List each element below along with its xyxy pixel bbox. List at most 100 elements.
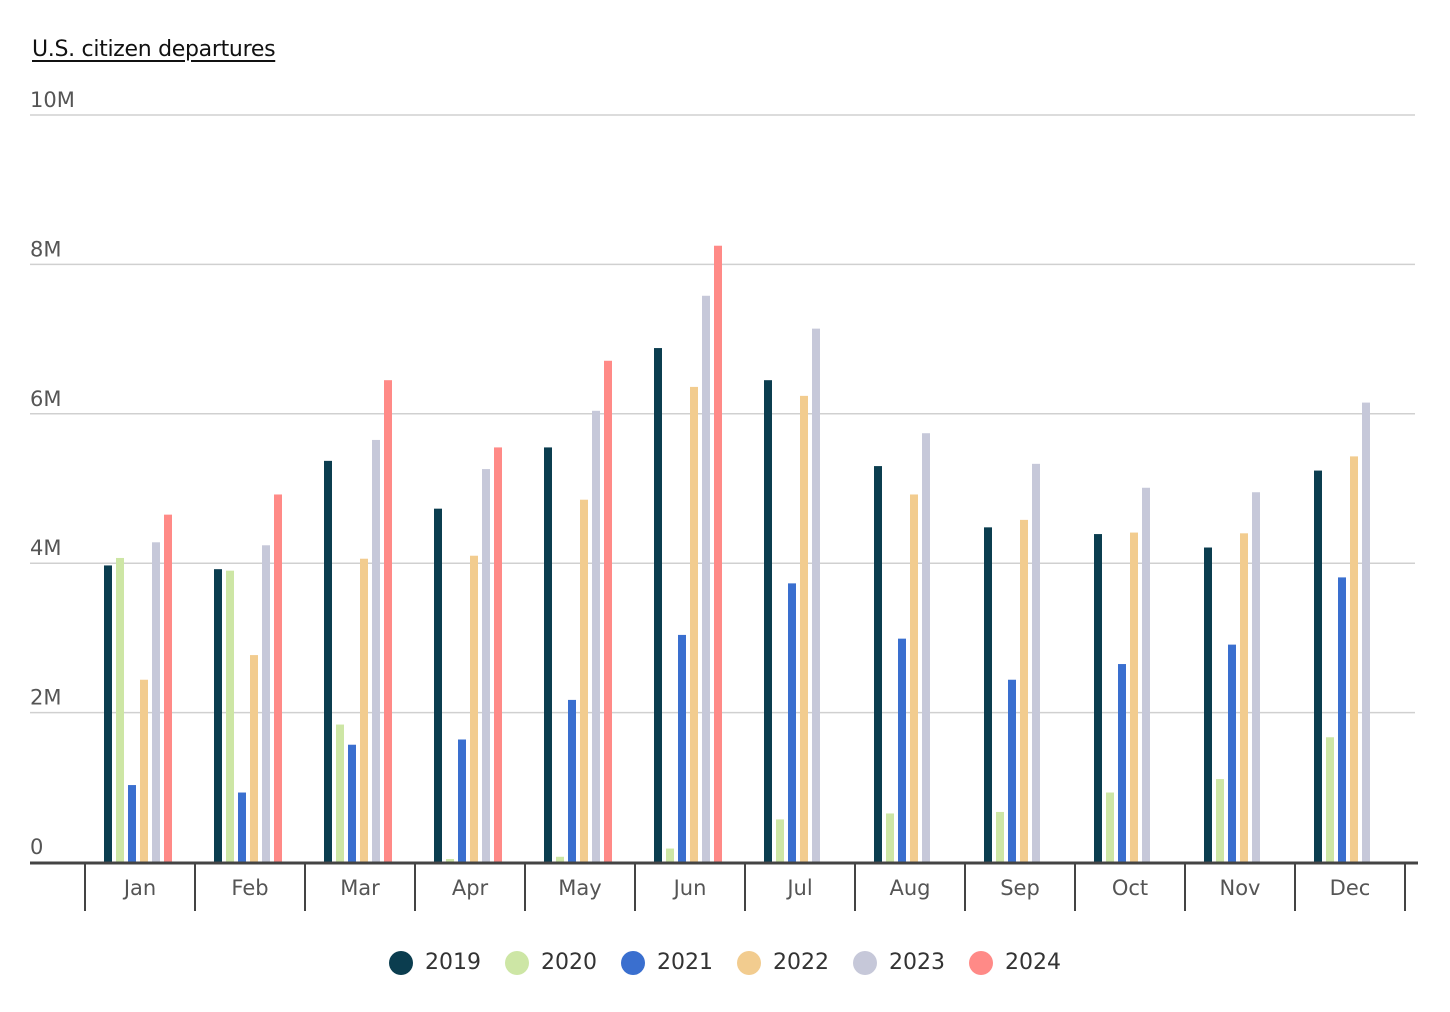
y-tick-label: 4M	[30, 536, 61, 560]
bar-2020-mar	[336, 724, 344, 862]
bar-2023-jan	[152, 542, 160, 862]
bar-2019-may	[544, 447, 552, 862]
bar-2020-nov	[1216, 779, 1224, 862]
x-tick-label: Nov	[1220, 876, 1261, 900]
bar-2019-jan	[104, 565, 112, 862]
legend-swatch	[737, 950, 761, 975]
bar-2021-dec	[1338, 577, 1346, 862]
bar-2019-aug	[874, 466, 882, 862]
bar-2020-apr	[446, 859, 454, 862]
legend-label: 2024	[1005, 950, 1061, 975]
bar-2019-sep	[984, 527, 992, 862]
bar-2019-feb	[214, 569, 222, 862]
bar-2022-oct	[1130, 532, 1138, 862]
bar-2021-mar	[348, 744, 356, 862]
legend-item-2022: 2022	[737, 950, 829, 975]
legend-swatch	[389, 950, 413, 975]
x-tick-label: Aug	[889, 876, 930, 900]
bar-2024-jan	[164, 514, 172, 862]
bar-2022-mar	[360, 558, 368, 862]
bar-2020-oct	[1106, 792, 1114, 862]
legend-label: 2022	[773, 950, 829, 975]
legend-label: 2020	[541, 950, 597, 975]
x-tick-label: Jan	[122, 876, 156, 900]
y-tick-label: 0	[30, 835, 43, 859]
bar-2024-feb	[274, 494, 282, 862]
x-tick-label: Jul	[785, 876, 812, 900]
y-tick-label: 8M	[30, 237, 61, 261]
bar-2019-jun	[654, 348, 662, 863]
legend-label: 2023	[889, 950, 945, 975]
bar-2023-mar	[372, 439, 380, 862]
x-axis	[30, 861, 1418, 911]
bar-2021-may	[568, 699, 576, 862]
bar-2024-jun	[714, 245, 722, 863]
legend-swatch	[853, 950, 877, 975]
bar-2023-jun	[702, 295, 710, 862]
bar-2024-mar	[384, 380, 392, 862]
bar-2022-dec	[1350, 456, 1358, 862]
bar-2022-sep	[1020, 519, 1028, 862]
bar-2022-nov	[1240, 533, 1248, 862]
bar-2022-apr	[470, 555, 478, 862]
bar-2024-may	[604, 360, 612, 862]
bar-2021-apr	[458, 739, 466, 862]
legend-item-2020: 2020	[505, 950, 597, 975]
bar-2021-aug	[898, 638, 906, 862]
bar-2022-aug	[910, 494, 918, 862]
bar-2023-sep	[1032, 463, 1040, 862]
x-axis-labels: Jan Feb Mar Apr May Jun Jul Aug Sep Oct Nov Dec	[122, 876, 1371, 900]
bar-2020-aug	[886, 813, 894, 862]
x-tick-label: Feb	[231, 876, 268, 900]
y-tick-label: 2M	[30, 686, 61, 710]
bar-2023-feb	[262, 545, 270, 862]
bar-2022-feb	[250, 655, 258, 862]
chart-title: U.S. citizen departures	[32, 37, 276, 62]
bar-2023-dec	[1362, 402, 1370, 862]
x-tick-label: Apr	[452, 876, 489, 900]
bar-2022-may	[580, 499, 588, 862]
bar-2019-apr	[434, 508, 442, 862]
bar-2019-oct	[1094, 534, 1102, 862]
legend-swatch	[969, 950, 993, 975]
bar-2023-apr	[482, 469, 490, 862]
bar-2019-mar	[324, 460, 332, 862]
bar-2020-jul	[776, 819, 784, 862]
legend-item-2019: 2019	[389, 950, 481, 975]
bar-2023-aug	[922, 433, 930, 862]
y-axis-labels: 0 2M 4M 6M 8M 10M	[30, 88, 75, 859]
bar-2022-jul	[800, 395, 808, 862]
bar-2019-jul	[764, 380, 772, 862]
bar-2021-nov	[1228, 644, 1236, 862]
bar-2024-apr	[494, 447, 502, 862]
bar-2023-oct	[1142, 487, 1150, 862]
bar-2020-dec	[1326, 737, 1334, 862]
bar-2020-jun	[666, 848, 674, 862]
bar-2021-jan	[128, 785, 136, 862]
legend-label: 2019	[425, 950, 481, 975]
bar-2022-jun	[690, 386, 698, 862]
bar-2022-jan	[140, 679, 148, 862]
legend-label: 2021	[657, 950, 713, 975]
legend-swatch	[621, 950, 645, 975]
bars	[104, 245, 1370, 863]
bar-2023-may	[592, 410, 600, 862]
bar-2020-jan	[116, 557, 124, 862]
x-tick-label: Sep	[1000, 876, 1040, 900]
bar-2021-jul	[788, 583, 796, 862]
legend-item-2023: 2023	[853, 950, 945, 975]
legend-item-2021: 2021	[621, 950, 713, 975]
bar-2023-nov	[1252, 492, 1260, 862]
y-tick-label: 6M	[30, 387, 61, 411]
bar-2021-jun	[678, 634, 686, 862]
x-tick-label: Dec	[1330, 876, 1371, 900]
bar-2021-oct	[1118, 664, 1126, 862]
gridlines	[30, 114, 1415, 714]
bar-2019-nov	[1204, 547, 1212, 862]
x-tick-label: May	[558, 876, 601, 900]
x-tick-label: Oct	[1112, 876, 1148, 900]
bar-2020-feb	[226, 570, 234, 862]
bar-2020-may	[556, 856, 564, 862]
legend: 2019 2020 2021 2022 2023 2024	[0, 950, 1450, 975]
